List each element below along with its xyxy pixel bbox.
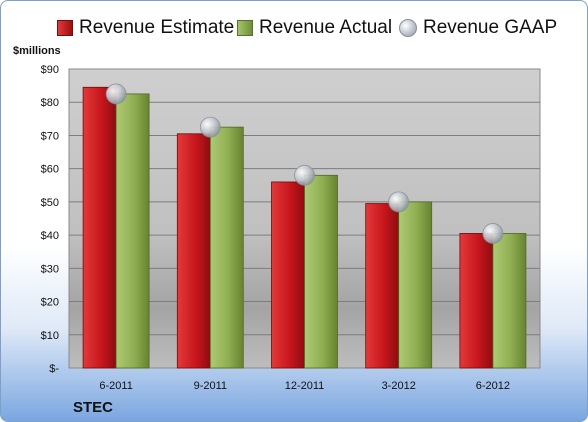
legend-label-estimate: Revenue Estimate — [79, 17, 235, 38]
legend-swatch-actual — [237, 20, 253, 36]
x-tick-label: 12-2011 — [285, 380, 325, 392]
legend-label-actual: Revenue Actual — [259, 17, 393, 38]
y-tick-label: $80 — [41, 97, 59, 109]
x-tick-label: 3-2012 — [382, 380, 416, 392]
legend-item-gaap: Revenue GAAP — [399, 17, 557, 39]
y-axis-ticks: $- $10 $20 $30 $40 $50 $60 $70 $80 $90 — [41, 64, 60, 375]
x-axis-ticks: 6-2011 9-2011 12-2011 3-2012 6-2012 — [99, 380, 510, 392]
bar-revenue-estimate — [365, 203, 400, 369]
legend-label-gaap: Revenue GAAP — [423, 17, 558, 38]
y-tick-label: $90 — [41, 64, 59, 76]
y-tick-label: $30 — [41, 263, 59, 275]
legend-item-estimate: Revenue Estimate — [57, 17, 234, 39]
y-tick-label: $60 — [41, 164, 59, 176]
bar-revenue-actual — [492, 233, 527, 369]
bar-revenue-actual — [209, 126, 244, 369]
bar-revenue-estimate — [271, 181, 305, 369]
legend-item-actual: Revenue Actual — [237, 17, 392, 39]
legend-swatch-estimate — [57, 20, 73, 36]
bar-revenue-estimate — [82, 86, 117, 369]
x-tick-label: 6-2011 — [99, 380, 132, 392]
y-unit-label: $millions — [13, 45, 61, 57]
bar-revenue-actual — [304, 174, 338, 369]
marker-revenue-gaap — [294, 164, 315, 186]
bar-revenue-actual — [115, 93, 150, 369]
x-tick-label: 9-2011 — [194, 380, 227, 392]
bars — [82, 83, 527, 369]
y-tick-label: $50 — [41, 197, 59, 209]
y-tick-label: $20 — [41, 297, 59, 309]
marker-revenue-gaap — [105, 83, 127, 105]
bar-revenue-estimate — [176, 133, 211, 369]
x-tick-label: 6-2012 — [476, 380, 510, 392]
legend: Revenue Estimate Revenue Actual Revenue … — [1, 17, 587, 45]
legend-marker-gaap — [399, 19, 417, 37]
ticker-symbol: STEC — [73, 399, 114, 416]
marker-revenue-gaap — [199, 116, 221, 138]
bar-revenue-actual — [398, 201, 433, 369]
y-tick-label: $10 — [41, 330, 59, 342]
y-tick-label: $- — [49, 363, 59, 375]
y-tick-label: $40 — [41, 230, 59, 242]
y-tick-label: $70 — [41, 130, 59, 142]
bar-revenue-estimate — [459, 233, 494, 369]
marker-revenue-gaap — [388, 191, 410, 213]
marker-revenue-gaap — [482, 223, 504, 244]
